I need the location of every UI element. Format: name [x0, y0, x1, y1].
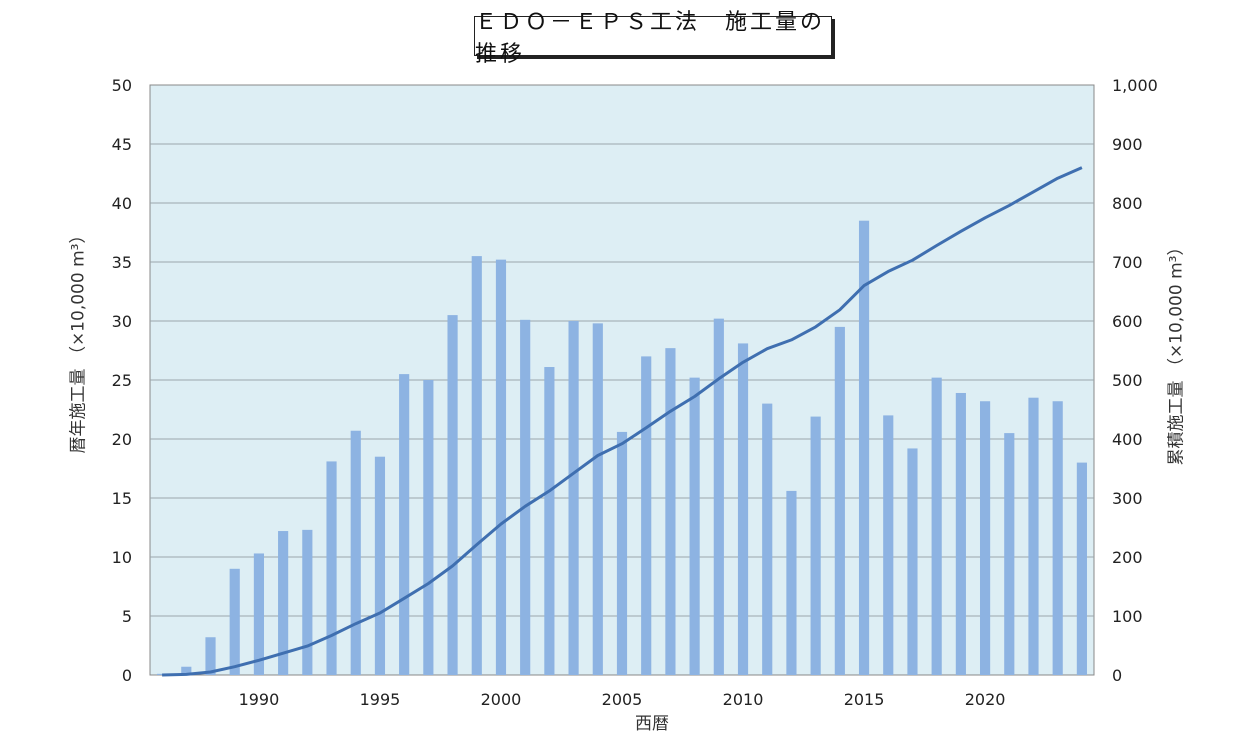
right-tick-label: 900: [1112, 135, 1143, 154]
bar: [205, 637, 216, 675]
left-axis-label: 暦年施工量 （×10,000 m³）: [68, 226, 89, 454]
bar: [665, 348, 676, 675]
left-tick-label: 25: [112, 371, 132, 390]
bar: [544, 367, 555, 675]
bar: [399, 374, 410, 675]
bar: [907, 448, 918, 675]
bar: [1076, 462, 1087, 675]
bar: [762, 403, 773, 675]
chart-title: ＥＤＯ－ＥＰＳ工法 施工量の推移: [474, 10, 832, 67]
bar: [1004, 433, 1015, 675]
bar: [834, 326, 845, 675]
bar: [592, 323, 603, 675]
bar: [278, 531, 289, 675]
x-tick-label: 1995: [360, 690, 401, 709]
bar: [931, 377, 942, 675]
bar: [423, 380, 434, 675]
bar-series: [157, 220, 1087, 675]
right-tick-label: 400: [1112, 430, 1143, 449]
right-tick-label: 100: [1112, 607, 1143, 626]
bar: [689, 377, 700, 675]
x-tick-label: 2015: [844, 690, 885, 709]
right-axis-ticks: 0 100 200 300 400 500 600 700 800 900 1,000: [1112, 76, 1158, 685]
bar: [495, 259, 507, 675]
bar: [1052, 401, 1063, 675]
cumulative-line: [162, 166, 1083, 677]
bar: [229, 568, 240, 675]
bar: [568, 321, 579, 675]
bar: [302, 529, 313, 675]
left-tick-label: 40: [112, 194, 132, 213]
x-axis-label: 西暦: [635, 714, 669, 734]
bar: [326, 461, 337, 675]
right-tick-label: 700: [1112, 253, 1143, 272]
right-tick-label: 600: [1112, 312, 1143, 331]
x-axis-ticks: 1990 1995 2000 2005 2010 2015 2020: [239, 690, 1006, 709]
bar: [713, 318, 724, 675]
bar: [374, 456, 386, 675]
bar: [641, 356, 652, 675]
left-tick-label: 45: [112, 135, 132, 154]
bar: [350, 430, 361, 675]
x-tick-label: 2010: [723, 690, 764, 709]
right-tick-label: 0: [1112, 666, 1122, 685]
bar: [1028, 397, 1039, 675]
bar: [616, 431, 628, 675]
right-tick-label: 500: [1112, 371, 1143, 390]
left-tick-label: 20: [112, 430, 132, 449]
left-tick-label: 35: [112, 253, 132, 272]
line-series: [162, 166, 1083, 677]
right-tick-label: 200: [1112, 548, 1143, 567]
bar: [786, 490, 797, 675]
bar: [447, 315, 458, 675]
right-tick-label: 1,000: [1112, 76, 1158, 95]
bar: [858, 220, 870, 675]
right-axis-label: 累積施工量 （×10,000 m³）: [1166, 238, 1187, 466]
right-tick-label: 300: [1112, 489, 1143, 508]
x-tick-label: 1990: [239, 690, 280, 709]
bar: [737, 343, 749, 675]
x-tick-label: 2020: [965, 690, 1006, 709]
left-tick-label: 5: [122, 607, 132, 626]
bar: [181, 666, 192, 675]
bar: [979, 401, 991, 675]
bar: [520, 319, 531, 675]
left-axis-ticks: 0 5 10 15 20 25 30 35 40 45 50: [112, 76, 132, 685]
x-tick-label: 2005: [602, 690, 643, 709]
left-tick-label: 50: [112, 76, 132, 95]
x-tick-label: 2000: [481, 690, 522, 709]
bar: [253, 553, 265, 675]
bar: [810, 416, 821, 675]
left-tick-label: 0: [122, 666, 132, 685]
right-tick-label: 800: [1112, 194, 1143, 213]
left-tick-label: 30: [112, 312, 132, 331]
bar: [955, 392, 966, 675]
left-tick-label: 10: [112, 548, 132, 567]
bar: [471, 256, 482, 675]
bar: [883, 415, 894, 675]
left-tick-label: 15: [112, 489, 132, 508]
